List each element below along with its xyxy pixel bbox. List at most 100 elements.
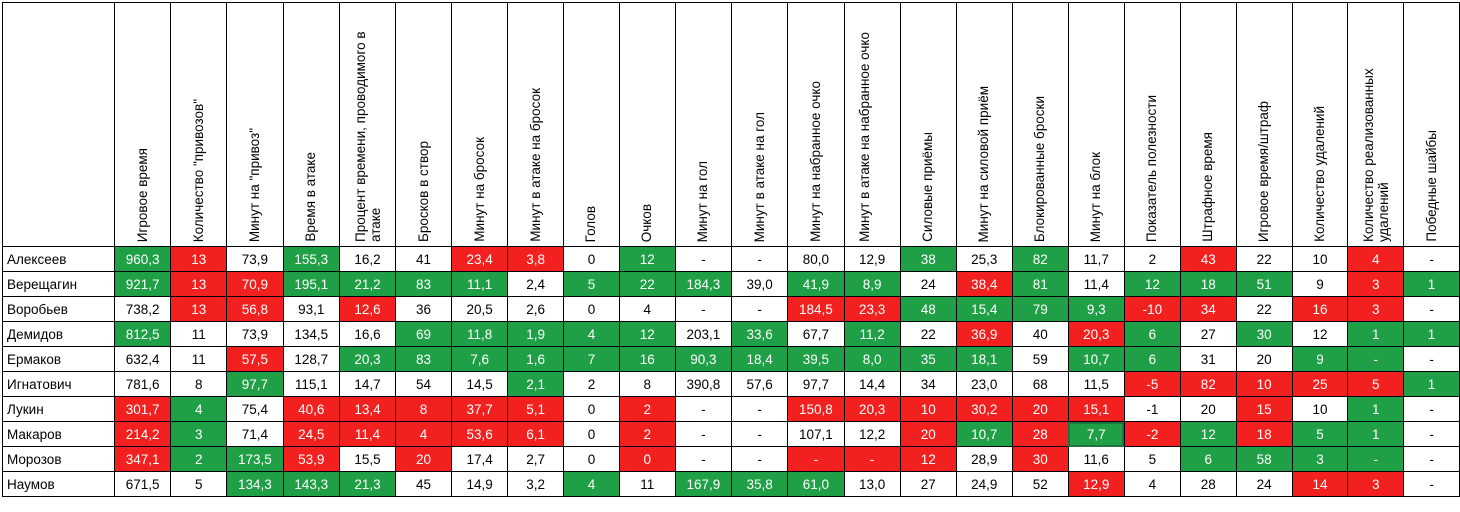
stat-cell[interactable]: 27	[899, 471, 957, 497]
column-header[interactable]: Минут на набранное очко	[787, 2, 845, 247]
stat-cell[interactable]: 4	[395, 421, 452, 447]
stat-cell[interactable]: 2	[618, 396, 676, 422]
stat-cell[interactable]: 2,6	[507, 296, 565, 322]
stat-cell[interactable]: 960,3	[113, 246, 172, 272]
stat-cell[interactable]: 16,2	[338, 246, 397, 272]
stat-cell[interactable]: 18,4	[731, 346, 789, 372]
stat-cell[interactable]: -	[1347, 346, 1405, 372]
column-header[interactable]: Блокированные броски	[1011, 2, 1069, 247]
stat-cell[interactable]: 43	[1179, 246, 1237, 272]
stat-cell[interactable]: 68	[1011, 371, 1069, 397]
stat-cell[interactable]: 12	[618, 321, 676, 347]
stat-cell[interactable]: 11,7	[1067, 246, 1125, 272]
stat-cell[interactable]: 14,9	[450, 471, 509, 497]
player-name-cell[interactable]: Алексеев	[2, 246, 115, 272]
stat-cell[interactable]: 0	[563, 446, 620, 472]
stat-cell[interactable]: 18	[1179, 271, 1237, 297]
stat-cell[interactable]: 15,4	[955, 296, 1013, 322]
player-name-cell[interactable]: Ермаков	[2, 346, 115, 372]
column-header[interactable]: Минут на "привоз"	[226, 2, 284, 247]
stat-cell[interactable]: 921,7	[113, 271, 172, 297]
stat-cell[interactable]: 20	[1235, 346, 1293, 372]
stat-cell[interactable]: 20	[899, 421, 957, 447]
stat-cell[interactable]: 10	[1291, 396, 1349, 422]
stat-cell[interactable]: 97,7	[787, 371, 845, 397]
stat-cell[interactable]: 6	[1123, 321, 1181, 347]
stat-cell[interactable]: 17,4	[450, 446, 509, 472]
stat-cell[interactable]: 23,0	[955, 371, 1013, 397]
stat-cell[interactable]: 15,1	[1067, 396, 1125, 422]
stat-cell[interactable]: -	[731, 446, 789, 472]
stat-cell[interactable]: 15	[1235, 396, 1293, 422]
stat-cell[interactable]: -	[787, 446, 845, 472]
stat-cell[interactable]: 3	[170, 421, 228, 447]
stat-cell[interactable]: 1	[1403, 371, 1460, 397]
stat-cell[interactable]: -	[674, 246, 733, 272]
column-header[interactable]: Минут на блок	[1067, 2, 1125, 247]
stat-cell[interactable]: 70,9	[226, 271, 284, 297]
stat-cell[interactable]: 173,5	[226, 446, 284, 472]
stat-cell[interactable]: 6	[1179, 446, 1237, 472]
stat-cell[interactable]: 12	[1291, 321, 1349, 347]
player-name-cell[interactable]: Макаров	[2, 421, 115, 447]
stat-cell[interactable]: 22	[899, 321, 957, 347]
stat-cell[interactable]: 35	[899, 346, 957, 372]
stat-cell[interactable]: 40,6	[282, 396, 340, 422]
stat-cell[interactable]: 79	[1011, 296, 1069, 322]
stat-cell[interactable]: 38,4	[955, 271, 1013, 297]
stat-cell[interactable]: 40	[1011, 321, 1069, 347]
stat-cell[interactable]: 10	[1291, 246, 1349, 272]
stat-cell[interactable]: 24	[899, 271, 957, 297]
stat-cell[interactable]: 73,9	[226, 321, 284, 347]
stat-cell[interactable]: -10	[1123, 296, 1181, 322]
stat-cell[interactable]: 10,7	[955, 421, 1013, 447]
stat-cell[interactable]: 8	[395, 396, 452, 422]
player-name-cell[interactable]: Воробьев	[2, 296, 115, 322]
stat-cell[interactable]: 4	[170, 396, 228, 422]
stat-cell[interactable]: 14,5	[450, 371, 509, 397]
stat-cell[interactable]: 150,8	[787, 396, 845, 422]
stat-cell[interactable]: -	[731, 396, 789, 422]
stat-cell[interactable]: -	[1403, 446, 1460, 472]
column-header[interactable]: Штрафное время	[1179, 2, 1237, 247]
stat-cell[interactable]: 18	[1235, 421, 1293, 447]
stat-cell[interactable]: 11,2	[843, 321, 901, 347]
stat-cell[interactable]: 56,8	[226, 296, 284, 322]
stat-cell[interactable]: 31	[1179, 346, 1237, 372]
stat-cell[interactable]: -	[1403, 296, 1460, 322]
stat-cell[interactable]: 54	[395, 371, 452, 397]
stat-cell[interactable]: 4	[1347, 246, 1405, 272]
stat-cell[interactable]: 155,3	[282, 246, 340, 272]
stat-cell[interactable]: 39,5	[787, 346, 845, 372]
stat-cell[interactable]: 1	[1403, 271, 1460, 297]
stat-cell[interactable]: 8	[618, 371, 676, 397]
stat-cell[interactable]: 11,4	[1067, 271, 1125, 297]
stat-cell[interactable]: 7,7	[1067, 421, 1125, 447]
column-header[interactable]: Игровое время/штраф	[1235, 2, 1293, 247]
stat-cell[interactable]: 45	[395, 471, 452, 497]
stat-cell[interactable]: 11,8	[450, 321, 509, 347]
stat-cell[interactable]: 16	[618, 346, 676, 372]
stat-cell[interactable]: 82	[1011, 246, 1069, 272]
stat-cell[interactable]: -	[731, 421, 789, 447]
stat-cell[interactable]: 59	[1011, 346, 1069, 372]
stat-cell[interactable]: 82	[1179, 371, 1237, 397]
stat-cell[interactable]: 7,6	[450, 346, 509, 372]
stat-cell[interactable]: 12,9	[843, 246, 901, 272]
stat-cell[interactable]: 75,4	[226, 396, 284, 422]
stat-cell[interactable]: 2	[170, 446, 228, 472]
stat-cell[interactable]: 0	[563, 421, 620, 447]
stat-cell[interactable]: 4	[563, 321, 620, 347]
stat-cell[interactable]: 35,8	[731, 471, 789, 497]
stat-cell[interactable]: 13,4	[338, 396, 397, 422]
stat-cell[interactable]: 24,5	[282, 421, 340, 447]
stat-cell[interactable]: 34	[1179, 296, 1237, 322]
stat-cell[interactable]: 8,9	[843, 271, 901, 297]
stat-cell[interactable]: 23,4	[450, 246, 509, 272]
stat-cell[interactable]: 347,1	[113, 446, 172, 472]
stat-cell[interactable]: 41	[395, 246, 452, 272]
player-name-cell[interactable]: Верещагин	[2, 271, 115, 297]
column-header[interactable]: Количество реализованных удалений	[1347, 2, 1405, 247]
stat-cell[interactable]: 6	[1123, 346, 1181, 372]
stat-cell[interactable]: 2,4	[507, 271, 565, 297]
